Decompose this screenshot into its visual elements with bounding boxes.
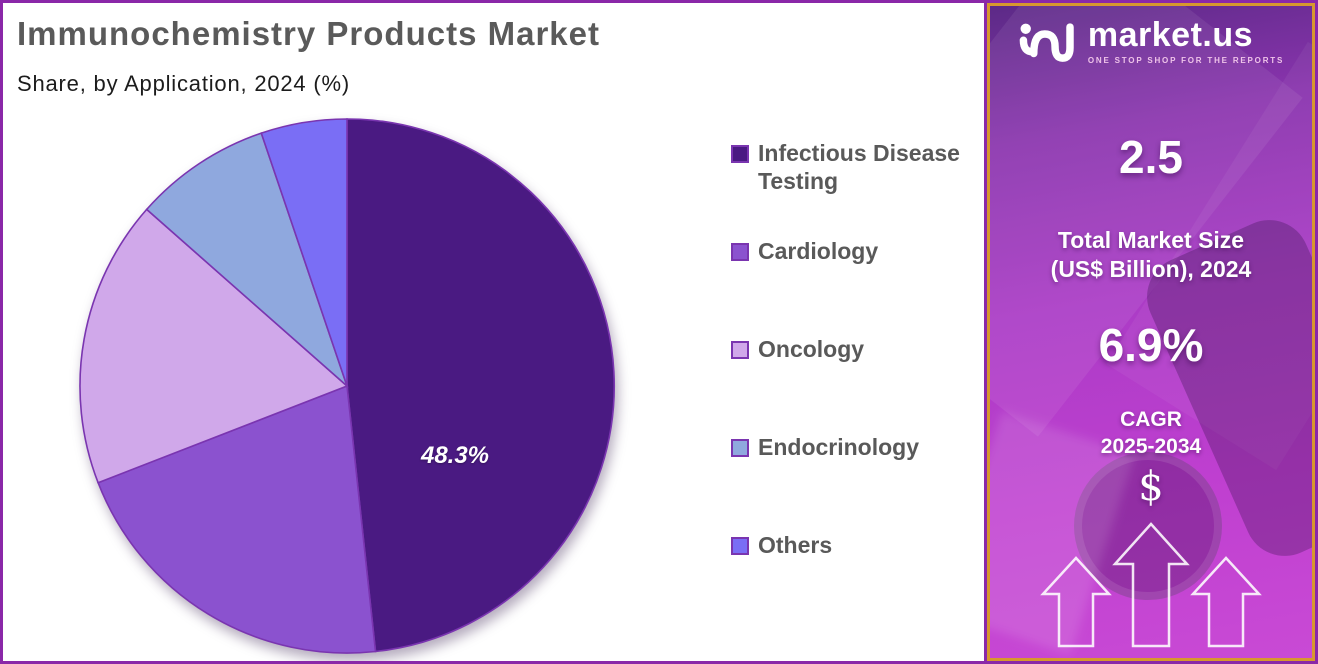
cagr-label-line2: 2025-2034 bbox=[1100, 435, 1202, 459]
pie-slice-cardiology bbox=[97, 384, 377, 654]
market-size-value: 2.5 bbox=[1119, 131, 1183, 183]
pie-chart bbox=[79, 118, 616, 654]
legend-item: Oncology bbox=[731, 335, 981, 433]
legend-swatch bbox=[731, 537, 749, 555]
chart-area: Immunochemistry Products Market Share, b… bbox=[3, 3, 987, 661]
legend-item: Others bbox=[731, 531, 981, 629]
pie-slice-oncology bbox=[79, 208, 349, 484]
dollar-icon: $ bbox=[1138, 464, 1164, 510]
pie-slice-endocrinology bbox=[145, 132, 349, 389]
brand-logo: market.us ONE STOP SHOP FOR THE REPORTS bbox=[990, 18, 1312, 65]
legend-swatch bbox=[731, 145, 749, 163]
legend-item: Infectious Disease Testing bbox=[731, 139, 981, 237]
growth-arrows-icon bbox=[1040, 522, 1262, 648]
brand-text: market.us ONE STOP SHOP FOR THE REPORTS bbox=[1088, 18, 1284, 65]
chart-subtitle: Share, by Application, 2024 (%) bbox=[17, 71, 350, 96]
brand-name: market.us bbox=[1087, 16, 1254, 54]
legend-swatch bbox=[731, 341, 749, 359]
chart-legend: Infectious Disease Testing Cardiology On… bbox=[731, 139, 981, 629]
up-arrow-icon bbox=[1040, 556, 1112, 648]
pie-data-label: 48.3% bbox=[420, 442, 490, 469]
legend-label: Oncology bbox=[758, 336, 865, 362]
cagr-label-line1: CAGR bbox=[1120, 408, 1182, 431]
legend-label: Cardiology bbox=[758, 238, 879, 264]
legend-label: Infectious Disease Testing bbox=[758, 140, 960, 195]
side-panel: market.us ONE STOP SHOP FOR THE REPORTS … bbox=[987, 3, 1315, 661]
legend-item: Endocrinology bbox=[731, 433, 981, 531]
legend-item: Cardiology bbox=[731, 237, 981, 335]
brand-tagline: ONE STOP SHOP FOR THE REPORTS bbox=[1087, 56, 1285, 65]
market-size-label-line2: (US$ Billion), 2024 bbox=[1050, 256, 1252, 283]
pie-slice-others bbox=[260, 118, 348, 387]
legend-swatch bbox=[731, 243, 749, 261]
up-arrow-icon bbox=[1190, 556, 1262, 648]
up-arrow-icon bbox=[1112, 522, 1190, 648]
legend-label: Others bbox=[758, 532, 833, 558]
page-title: Immunochemistry Products Market bbox=[17, 15, 600, 52]
legend-label: Endocrinology bbox=[758, 434, 919, 460]
cagr-value: 6.9% bbox=[1098, 319, 1204, 371]
legend-swatch bbox=[731, 439, 749, 457]
market-us-logo-icon bbox=[1019, 22, 1074, 62]
market-size-label: Total Market Size (US$ Billion), 2024 bbox=[990, 226, 1312, 285]
cagr-label: CAGR 2025-2034 bbox=[990, 406, 1312, 461]
pie-chart-container: 48.3% bbox=[77, 116, 617, 656]
pie-slice-infectious-disease-testing bbox=[346, 118, 616, 653]
market-size-label-line1: Total Market Size bbox=[1057, 227, 1245, 253]
